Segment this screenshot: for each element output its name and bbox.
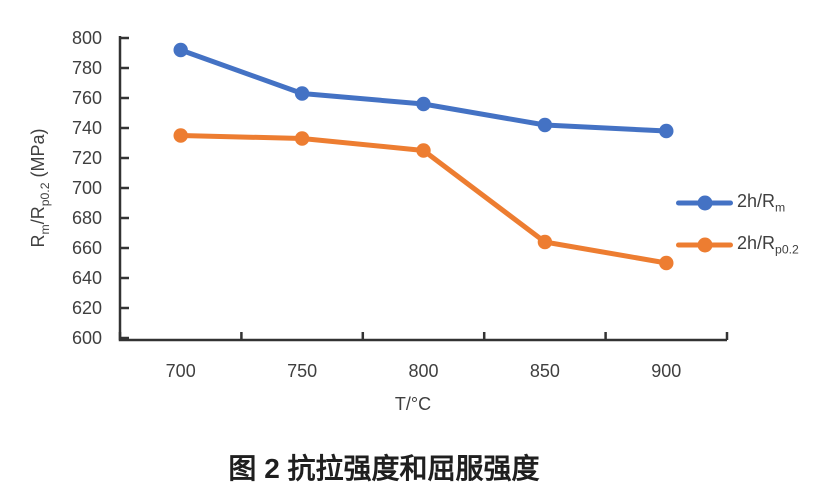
y-axis-title: Rm/Rp0.2 (MPa)	[28, 128, 52, 248]
data-point-2h/Rm-850	[537, 117, 553, 133]
y-tick-label: 780	[72, 58, 102, 78]
x-tick-label: 800	[408, 361, 438, 381]
y-tick-label: 800	[72, 28, 102, 48]
data-point-2h/Rm-900	[659, 123, 674, 139]
data-point-2h/Rm-700	[173, 42, 188, 58]
series-line-2h/Rm	[178, 47, 669, 134]
data-point-2h/Rm-800	[416, 96, 431, 112]
data-point-2h/Rm-750	[294, 86, 310, 101]
legend-label-rm: 2h/Rm	[737, 190, 786, 215]
axis-lines	[118, 36, 727, 342]
y-tick-label: 720	[72, 148, 102, 168]
data-point-2h/Rp0.2-700	[173, 128, 188, 143]
legend-marker-rp02	[676, 237, 733, 252]
x-tick-label: 750	[287, 361, 317, 381]
legend-dot-icon	[697, 237, 712, 252]
y-tick-label: 660	[72, 238, 102, 258]
line-chart: 800 780 760 740 720 700 680 660 640 620 600 700 750 8…	[72, 28, 729, 381]
y-tick-label: 600	[72, 328, 102, 348]
x-tick-label: 900	[651, 361, 681, 381]
x-axis-title: T/°C	[394, 394, 432, 414]
data-point-2h/Rp0.2-850	[537, 234, 553, 250]
y-tick-label: 760	[72, 88, 102, 108]
y-tick-label: 740	[72, 118, 102, 138]
legend-marker-rm	[676, 195, 733, 210]
y-tick-label: 700	[72, 178, 102, 198]
legend-item-rp02: 2h/Rp0.2	[676, 232, 799, 257]
y-tick-label: 680	[72, 208, 102, 228]
x-tick-label: 850	[530, 361, 560, 381]
legend-dot-icon	[697, 195, 712, 210]
y-tick-label: 640	[72, 268, 102, 288]
legend-label-rp02: 2h/Rp0.2	[737, 232, 799, 257]
figure-caption: 图 2 抗拉强度和屈服强度	[228, 453, 540, 484]
y-tick-label: 620	[72, 298, 102, 318]
legend-item-rm: 2h/Rm	[676, 190, 799, 215]
x-tick-label: 700	[166, 361, 196, 381]
data-point-2h/Rp0.2-750	[294, 131, 310, 146]
legend: 2h/Rm 2h/Rp0.2	[676, 190, 799, 257]
data-point-2h/Rp0.2-900	[659, 255, 674, 271]
data-point-2h/Rp0.2-800	[416, 143, 431, 158]
